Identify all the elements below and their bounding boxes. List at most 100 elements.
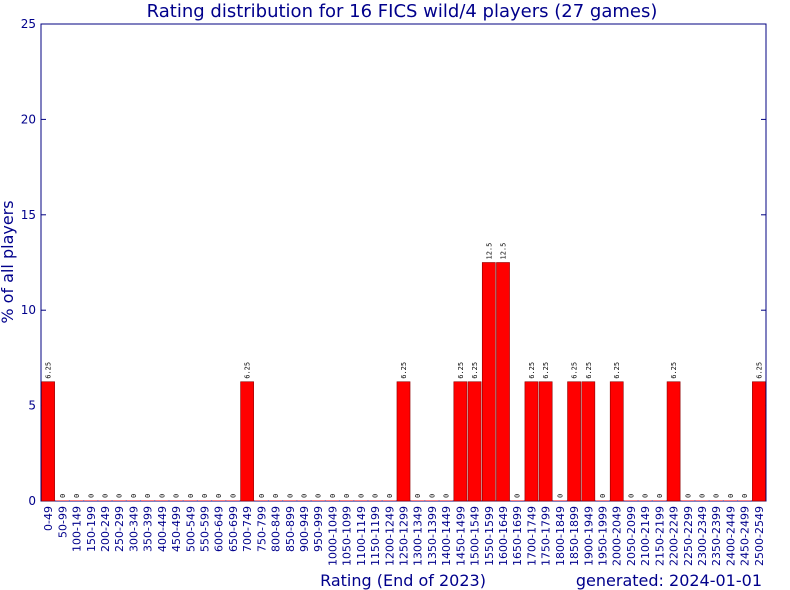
x-tick-label: 1800-1849 (554, 506, 567, 566)
bar-data-label: 0 (443, 494, 451, 498)
bar-data-label: 6.25 (585, 362, 593, 379)
bar (354, 500, 368, 501)
bar (55, 500, 69, 501)
bar-data-label: 0 (59, 494, 67, 498)
bar (538, 381, 553, 502)
bar-data-label: 6.25 (670, 362, 678, 379)
bar-data-label: 0 (158, 494, 166, 498)
x-tick-label: 650-699 (227, 506, 240, 552)
x-tick-label: 1500-1549 (469, 506, 482, 566)
x-tick-label: 300-349 (127, 506, 140, 552)
x-tick-label: 100-149 (71, 506, 84, 552)
bar-data-label: 0 (130, 494, 138, 498)
bar-data-label: 0 (187, 494, 195, 498)
bar-data-label: 0 (116, 494, 124, 498)
bar (283, 500, 297, 501)
x-tick-label: 600-649 (213, 506, 226, 552)
bar (681, 500, 695, 501)
bar-data-label: 0 (73, 494, 81, 498)
x-tick-label: 1850-1899 (568, 506, 581, 566)
x-tick-label: 250-299 (113, 506, 126, 552)
bar-data-label: 6.25 (613, 362, 621, 379)
bar-data-label: 6.25 (400, 362, 408, 379)
bar (467, 381, 482, 502)
bar-data-label: 0 (699, 494, 707, 498)
x-tick-label: 1750-1799 (540, 506, 553, 566)
x-tick-label: 500-549 (184, 506, 197, 552)
x-tick-label: 2300-2349 (696, 506, 709, 566)
bar-data-label: 0 (514, 494, 522, 498)
x-tick-label: 900-949 (298, 506, 311, 552)
bar-data-label: 0 (414, 494, 422, 498)
x-tick-label: 2350-2399 (710, 506, 723, 566)
bar (609, 381, 624, 502)
bar-data-label: 6.25 (45, 362, 53, 379)
bar-data-label: 0 (599, 494, 607, 498)
bar-data-label: 6.25 (471, 362, 479, 379)
x-tick-label: 1250-1299 (398, 506, 411, 566)
x-tick-label: 2100-2149 (639, 506, 652, 566)
bar (382, 500, 396, 501)
bar-data-label: 6.25 (457, 362, 465, 379)
bar-data-label: 0 (272, 494, 280, 498)
x-tick-label: 2250-2299 (682, 506, 695, 566)
bar (524, 381, 539, 502)
bar-data-label: 0 (656, 494, 664, 498)
bar (567, 381, 581, 502)
x-tick-label: 2050-2099 (625, 506, 638, 566)
x-tick-label: 1950-1999 (597, 506, 610, 566)
bar-data-label: 0 (300, 494, 308, 498)
bar-data-label: 6.25 (244, 362, 252, 379)
bar-data-label: 0 (727, 494, 735, 498)
bar-data-label: 0 (144, 494, 152, 498)
bar (652, 500, 666, 501)
x-tick-label: 2000-2049 (611, 506, 624, 566)
bar (311, 500, 325, 501)
bar (425, 500, 439, 501)
y-tick-label: 25 (21, 17, 36, 31)
bar (269, 500, 283, 501)
x-tick-label: 950-999 (312, 506, 325, 552)
bar (254, 500, 268, 501)
x-tick-label: 1900-1949 (582, 506, 595, 566)
bar-data-label: 0 (258, 494, 266, 498)
y-tick-label: 0 (28, 494, 36, 508)
x-tick-label: 200-249 (99, 506, 112, 552)
bar (666, 381, 681, 502)
x-tick-label: 1050-1099 (341, 506, 354, 566)
bar (155, 500, 169, 501)
x-tick-label: 2400-2449 (724, 506, 737, 566)
bar-data-label: 0 (372, 494, 380, 498)
bar (368, 500, 382, 501)
x-tick-label: 2500-2549 (753, 506, 766, 566)
bar (510, 500, 524, 501)
bar (496, 262, 510, 502)
x-tick-label: 1400-1449 (440, 506, 453, 566)
bar-data-label: 6.25 (528, 362, 536, 379)
x-tick-label: 2150-2199 (653, 506, 666, 566)
x-tick-label: 1600-1649 (497, 506, 510, 566)
y-tick-label: 15 (21, 208, 36, 222)
bar-data-label: 0 (642, 494, 650, 498)
bar-data-label: 0 (428, 494, 436, 498)
generated-date-label: generated: 2024-01-01 (576, 571, 762, 590)
x-tick-label: 150-199 (85, 506, 98, 552)
bar-data-label: 12.5 (500, 243, 508, 260)
bar-data-label: 6.25 (571, 362, 579, 379)
bar (98, 500, 112, 501)
bar-data-label: 0 (357, 494, 365, 498)
bar (226, 500, 240, 501)
bar (297, 500, 311, 501)
bar-data-label: 0 (173, 494, 181, 498)
bar-data-label: 0 (101, 494, 109, 498)
bar (112, 500, 126, 501)
bar (396, 381, 411, 502)
bar (695, 500, 709, 501)
x-tick-label: 450-499 (170, 506, 183, 552)
bar (126, 500, 140, 501)
x-tick-label: 1300-1349 (412, 506, 425, 566)
bar-data-label: 0 (343, 494, 351, 498)
x-tick-label: 1450-1499 (454, 506, 467, 566)
x-tick-label: 400-449 (156, 506, 169, 552)
bar (41, 381, 55, 502)
